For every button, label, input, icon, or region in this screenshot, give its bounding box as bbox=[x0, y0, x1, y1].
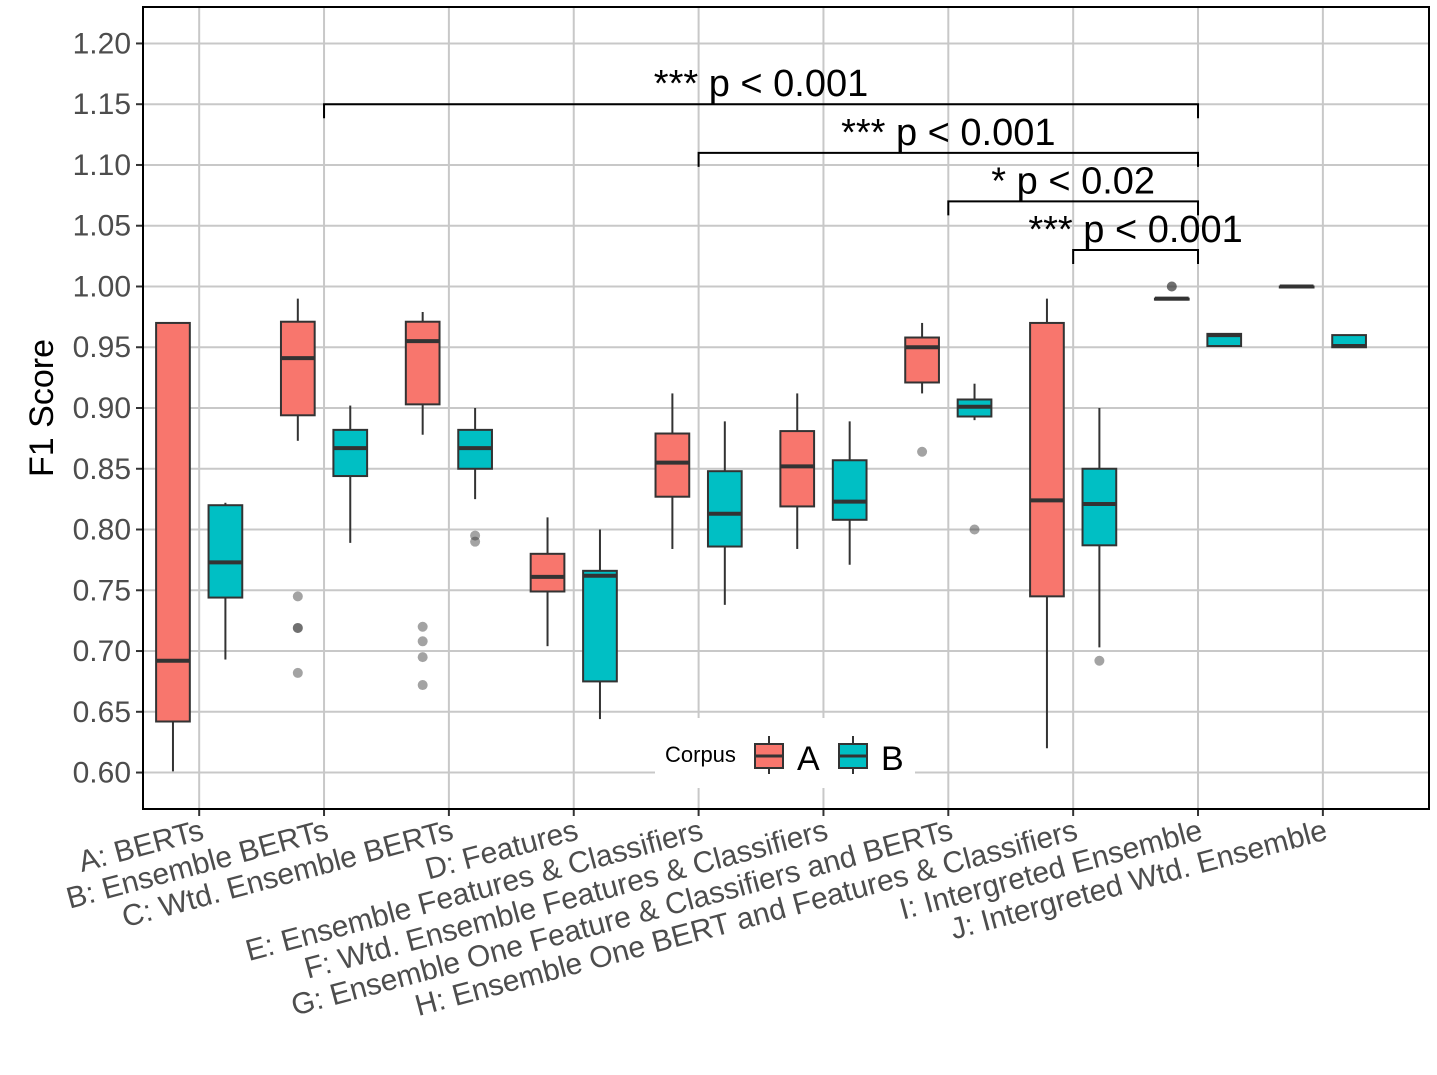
y-tick-label: 0.85 bbox=[73, 453, 131, 486]
outlier-point bbox=[292, 591, 303, 602]
panel-border bbox=[142, 6, 1430, 810]
outlier-point bbox=[292, 622, 303, 633]
box bbox=[207, 504, 244, 599]
outlier-point bbox=[417, 652, 428, 663]
significance-annotations: *** p < 0.001 *** p < 0.001 * p < 0.02 *** … bbox=[323, 63, 1243, 265]
outlier-point bbox=[417, 621, 428, 632]
significance-label: *** p < 0.001 bbox=[841, 112, 1055, 154]
outlier-point bbox=[969, 524, 980, 535]
box bbox=[529, 552, 566, 593]
outlier-point bbox=[470, 530, 481, 541]
outlier-point bbox=[917, 446, 928, 457]
significance-label: * p < 0.02 bbox=[991, 160, 1155, 202]
y-tick-label: 1.05 bbox=[73, 210, 131, 243]
box bbox=[1081, 467, 1118, 547]
significance-bracket bbox=[697, 151, 1200, 167]
significance-bracket bbox=[947, 200, 1200, 216]
box bbox=[332, 428, 369, 478]
significance-bracket bbox=[1072, 249, 1200, 265]
y-tick-label: 0.65 bbox=[73, 696, 131, 729]
y-tick-label: 0.70 bbox=[73, 635, 131, 668]
y-axis-label: F1 Score bbox=[23, 339, 61, 477]
outlier-point bbox=[1166, 281, 1177, 292]
significance-bracket bbox=[323, 103, 1200, 119]
y-axis: 0.60 0.65 0.70 0.75 0.80 0.85 0.90 0.95 1.00 1.05… bbox=[73, 27, 143, 790]
y-tick-label: 0.80 bbox=[73, 514, 131, 547]
box bbox=[706, 470, 743, 548]
outlier-point bbox=[417, 680, 428, 691]
box bbox=[1029, 321, 1065, 598]
outlier-point bbox=[470, 536, 481, 547]
legend-title: Corpus bbox=[665, 742, 736, 767]
legend: Corpus A B bbox=[655, 718, 915, 788]
outlier-point bbox=[292, 667, 303, 678]
box bbox=[831, 459, 868, 521]
y-tick-label: 1.15 bbox=[73, 88, 131, 121]
legend-label: A bbox=[797, 740, 820, 778]
box bbox=[279, 320, 316, 417]
box bbox=[654, 432, 691, 498]
y-tick-label: 0.90 bbox=[73, 392, 131, 425]
y-tick-label: 0.75 bbox=[73, 574, 131, 607]
y-tick-label: 1.10 bbox=[73, 149, 131, 182]
significance-label: *** p < 0.001 bbox=[654, 63, 868, 105]
box bbox=[155, 321, 191, 723]
outlier-point bbox=[1094, 655, 1105, 666]
grid bbox=[143, 7, 1429, 809]
outlier-point bbox=[417, 636, 428, 647]
legend-background bbox=[655, 718, 915, 788]
box bbox=[404, 320, 441, 406]
legend-label: B bbox=[881, 740, 904, 778]
outlier-point bbox=[292, 622, 303, 633]
outlier-point bbox=[1166, 281, 1177, 292]
y-tick-label: 1.20 bbox=[73, 27, 131, 60]
y-tick-label: 0.60 bbox=[73, 757, 131, 790]
boxes bbox=[155, 281, 1367, 772]
y-tick-label: 1.00 bbox=[73, 270, 131, 303]
box bbox=[582, 569, 618, 683]
y-tick-label: 0.95 bbox=[73, 331, 131, 364]
box bbox=[779, 430, 816, 508]
box bbox=[904, 336, 940, 384]
significance-label: *** p < 0.001 bbox=[1028, 209, 1242, 251]
